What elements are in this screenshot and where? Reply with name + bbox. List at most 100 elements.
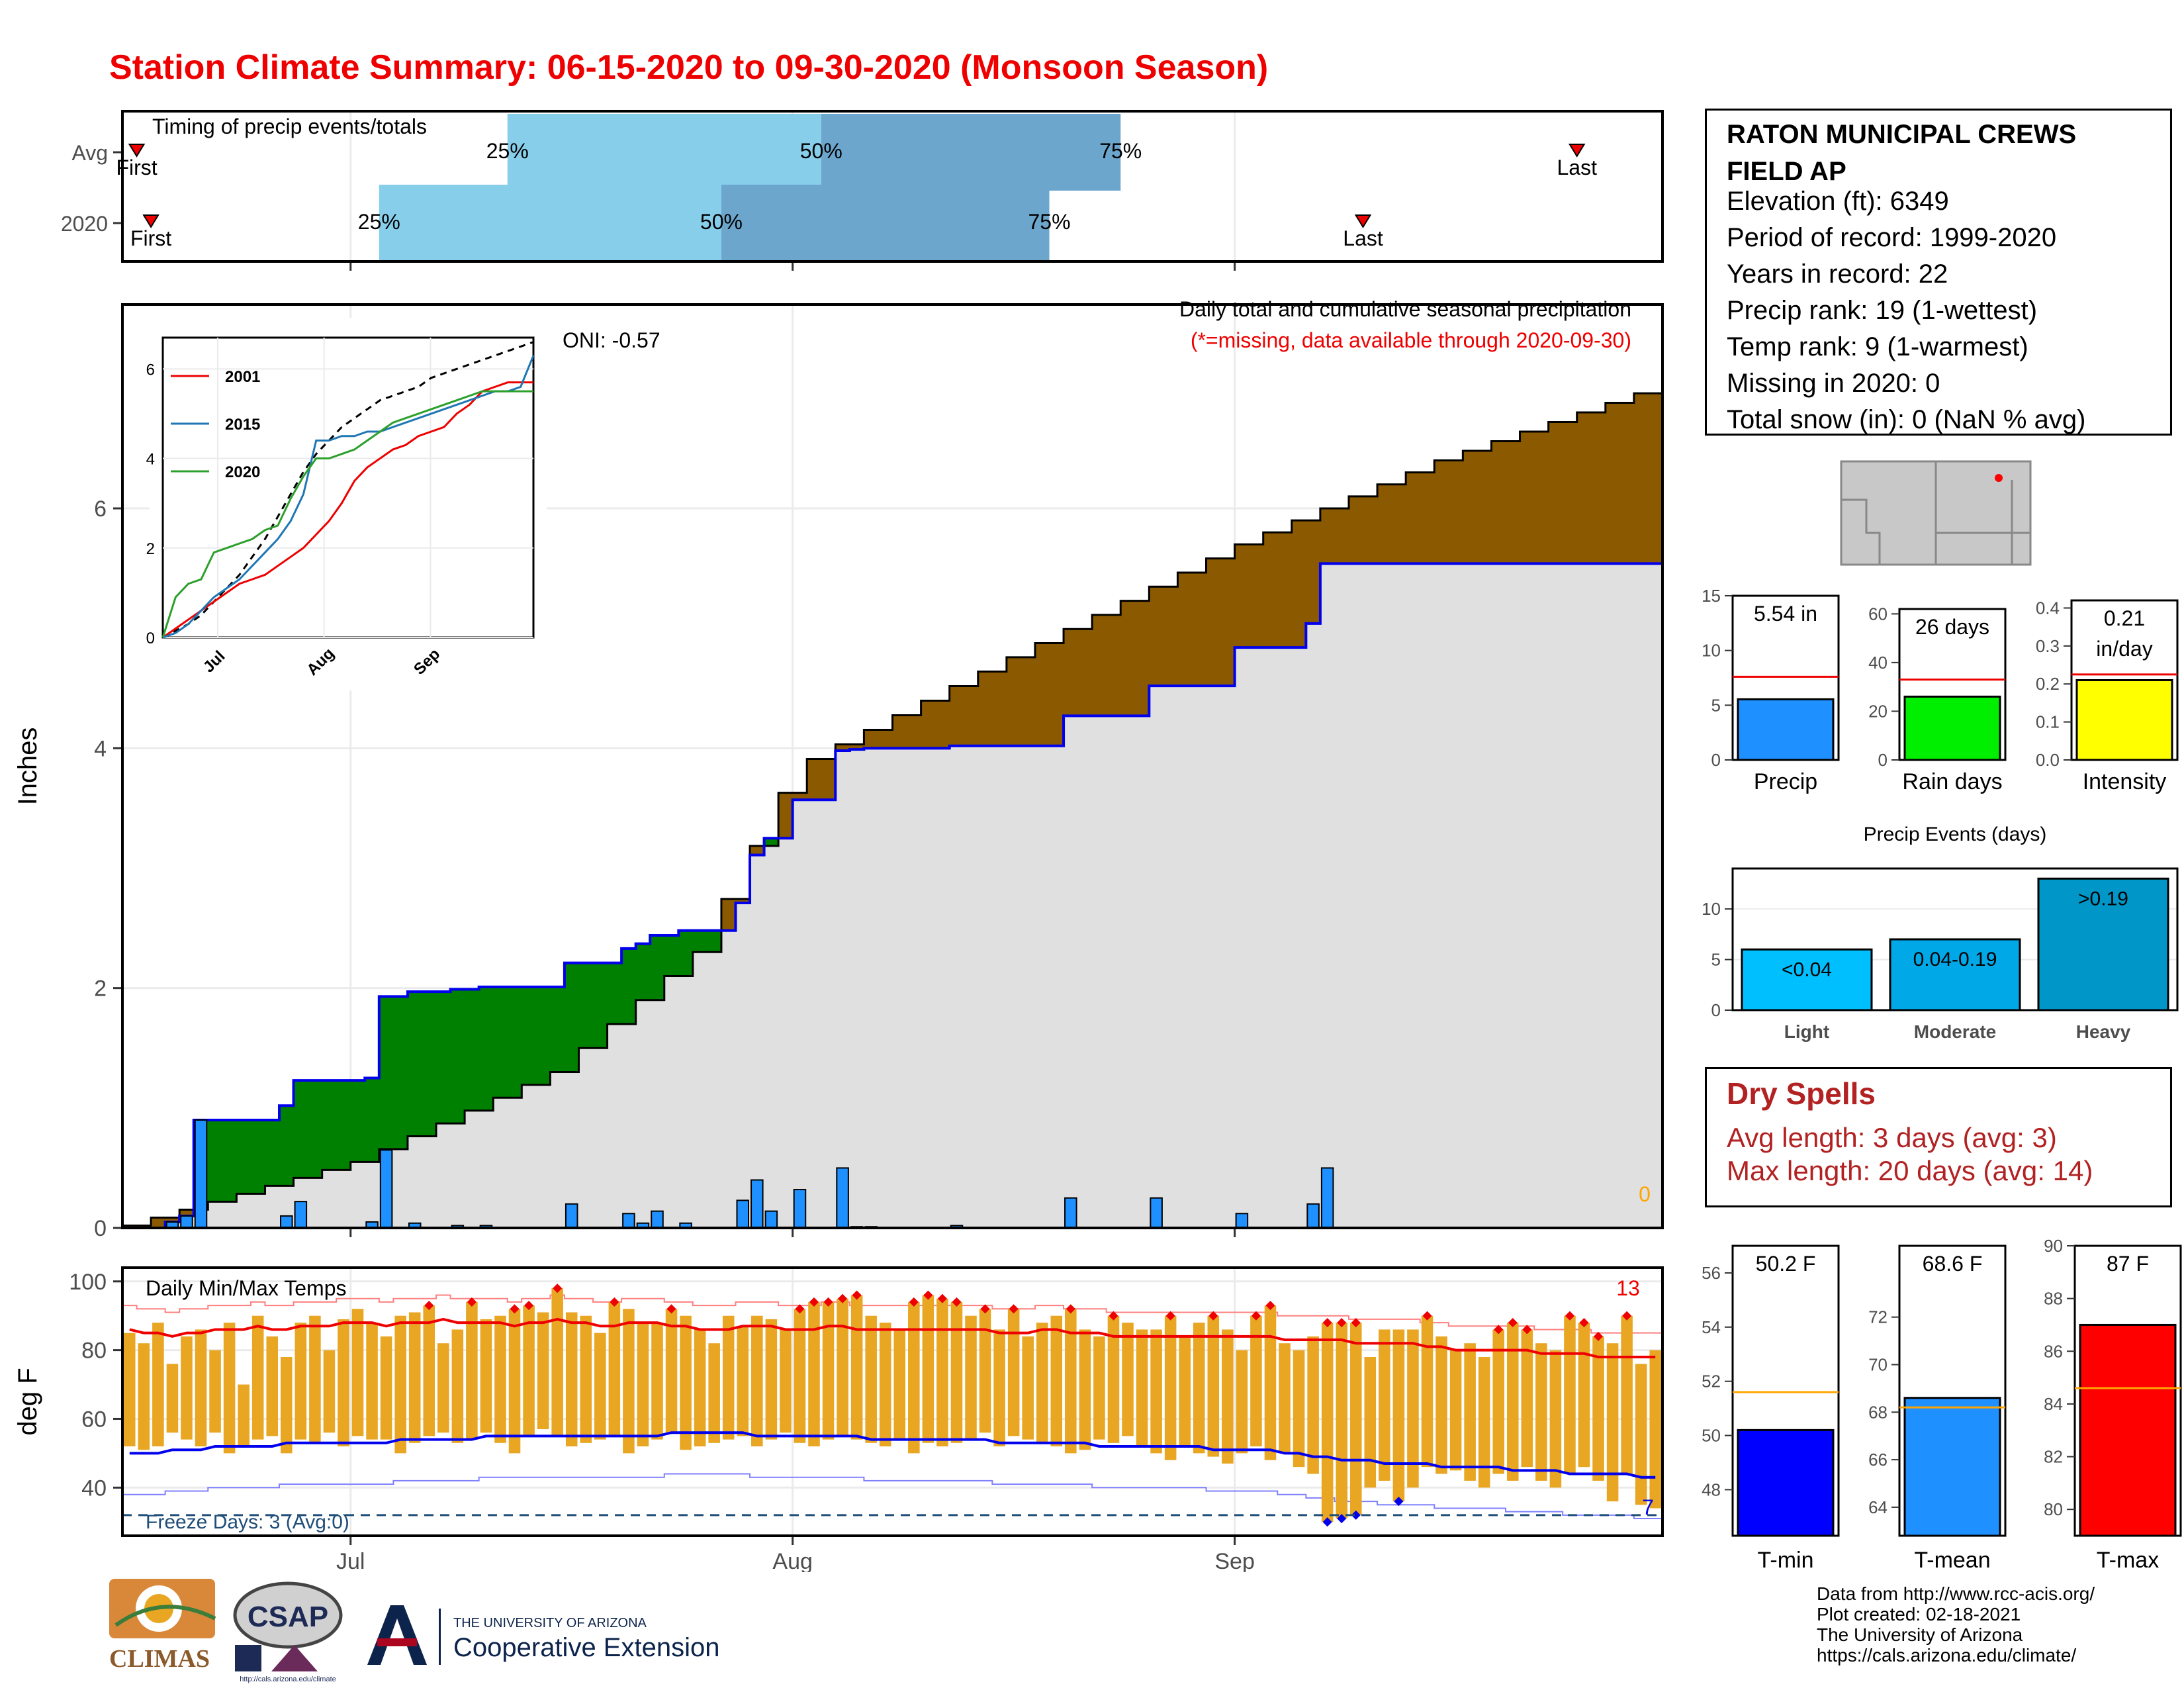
cumulative-ahead-fill xyxy=(293,1080,308,1178)
cumulative-base-fill xyxy=(1619,563,1635,1228)
mini-bar-category-label: Intensity xyxy=(2083,769,2167,794)
cumulative-ahead-fill xyxy=(279,1105,295,1186)
daily-temp-bar xyxy=(323,1350,336,1433)
timing-label-50: 50% xyxy=(700,210,743,234)
daily-temp-bar xyxy=(1464,1343,1476,1481)
daily-temp-bar xyxy=(309,1315,321,1443)
daily-temp-bar xyxy=(295,1323,307,1440)
cumulative-behind-fill xyxy=(878,729,893,749)
cumulative-ahead-fill xyxy=(493,986,508,1098)
cumulative-base-fill xyxy=(1149,686,1164,1228)
daily-temp-bar xyxy=(480,1319,492,1433)
cumulative-base-fill xyxy=(1406,563,1421,1228)
mini-bar-y-tick-label: 50 xyxy=(1702,1426,1721,1446)
daily-temp-bar xyxy=(1193,1323,1205,1454)
record-high-marker xyxy=(823,1297,833,1307)
cumulative-ahead-fill xyxy=(507,986,522,1098)
cumulative-behind-fill xyxy=(807,759,822,800)
daily-precip-bar xyxy=(1235,1213,1249,1229)
cumulative-base-fill xyxy=(1234,647,1250,1228)
cumulative-base-fill xyxy=(522,1084,537,1228)
daily-temp-bar xyxy=(1635,1364,1647,1505)
station-info-panel: RATON MUNICIPAL CREWS FIELD AP Elevation… xyxy=(1705,109,2172,436)
temp-y-tick-label: 60 xyxy=(81,1407,107,1432)
cumulative-behind-fill xyxy=(1049,643,1064,746)
daily-temp-bar xyxy=(794,1309,806,1443)
mini-bar-y-tick-label: 88 xyxy=(2044,1289,2063,1309)
daily-temp-bar xyxy=(850,1295,863,1440)
cumulative-behind-fill xyxy=(1149,586,1164,686)
cumulative-base-fill xyxy=(750,855,765,1228)
record-high-marker xyxy=(923,1290,933,1300)
cumulative-base-fill xyxy=(1206,686,1221,1228)
inset-y-tick-label: 0 xyxy=(146,630,155,647)
cumulative-behind-fill xyxy=(778,792,794,839)
cumulative-behind-fill xyxy=(1106,614,1121,716)
events-bar xyxy=(2037,877,2169,1011)
mini-bar-value xyxy=(1737,698,1835,761)
seasonal-totals-chart: 0 5 10 15 5.54 in Precip 0 20 40 60 26 days Rain da… xyxy=(1702,586,2179,794)
daily-temp-bar xyxy=(865,1315,877,1443)
cumulative-ahead-fill xyxy=(635,943,651,1000)
mini-bar-value-label: 26 days xyxy=(1915,615,1989,639)
daily-temp-bar xyxy=(1036,1323,1048,1443)
daily-temp-bar xyxy=(1578,1323,1590,1468)
cumulative-base-fill xyxy=(507,1098,522,1228)
daily-temp-bar xyxy=(950,1301,963,1443)
cumulative-base-fill xyxy=(1220,686,1236,1228)
daily-temp-bar xyxy=(751,1315,763,1446)
cumulative-ahead-fill xyxy=(621,948,637,1025)
daily-temp-bar xyxy=(1478,1357,1490,1488)
cumulative-base-fill xyxy=(407,1136,423,1228)
csap-logo-text: CSAP xyxy=(248,1601,328,1633)
daily-precip-bar xyxy=(379,1149,393,1229)
cumulative-base-fill xyxy=(1534,563,1549,1228)
daily-precip-bar xyxy=(194,1119,208,1229)
daily-precip-bar xyxy=(764,1210,778,1229)
cumulative-base-fill xyxy=(1563,563,1578,1228)
mini-bar-y-tick-label: 86 xyxy=(2044,1341,2063,1361)
mini-bar-y-tick-label: 0 xyxy=(1878,750,1888,770)
mini-bar-y-tick-label: 20 xyxy=(1868,701,1888,721)
daily-temp-bar xyxy=(651,1323,663,1440)
cumulative-behind-fill xyxy=(1619,402,1635,564)
daily-temp-bar xyxy=(1407,1329,1419,1488)
daily-temp-bar xyxy=(251,1315,264,1440)
record-high-marker xyxy=(610,1297,619,1307)
daily-temp-bar xyxy=(1392,1329,1405,1502)
cumulative-base-fill xyxy=(1277,647,1293,1228)
cumulative-base-fill xyxy=(1092,716,1107,1228)
events-y-tick-label: 10 xyxy=(1702,899,1721,919)
cumulative-ahead-fill xyxy=(350,1080,365,1162)
cumulative-behind-fill xyxy=(1092,614,1107,716)
cumulative-behind-fill xyxy=(1077,629,1093,716)
cumulative-ahead-fill xyxy=(478,986,494,1111)
cumulative-base-fill xyxy=(692,952,707,1228)
cumulative-base-fill xyxy=(1049,745,1064,1228)
missing-count-label: 0 xyxy=(1639,1182,1651,1206)
cumulative-base-fill xyxy=(964,745,979,1228)
station-precip-rank: Precip rank: 19 (1-wettest) xyxy=(1727,296,2038,325)
x-axis-tick-label: Sep xyxy=(1214,1549,1255,1572)
record-high-marker xyxy=(1322,1318,1332,1328)
temp-panel-frame xyxy=(121,1266,1664,1537)
daily-temp-bar xyxy=(1279,1343,1291,1454)
mini-bar-category-label: T-max xyxy=(2097,1548,2159,1573)
precip-chart-title: Daily total and cumulative seasonal prec… xyxy=(1179,297,1631,321)
events-bar-label: >0.19 xyxy=(2078,888,2128,910)
daily-precip-bar xyxy=(1150,1197,1163,1229)
daily-temp-bar xyxy=(281,1357,293,1454)
record-high-marker xyxy=(952,1297,962,1307)
cumulative-behind-fill xyxy=(1277,532,1293,648)
precip-y-axis-label: Inches xyxy=(13,727,42,806)
mini-bar-y-tick-label: 40 xyxy=(1868,653,1888,673)
cumulative-behind-fill xyxy=(892,715,907,749)
precip-y-tick-label: 2 xyxy=(94,976,107,1002)
daily-temp-bar xyxy=(808,1301,820,1446)
daily-temp-bar xyxy=(338,1319,349,1446)
timing-label-last: Last xyxy=(1557,156,1597,179)
cumulative-base-fill xyxy=(222,1201,237,1228)
station-elevation: Elevation (ft): 6349 xyxy=(1727,187,1949,216)
daily-temp-bar xyxy=(879,1323,891,1446)
